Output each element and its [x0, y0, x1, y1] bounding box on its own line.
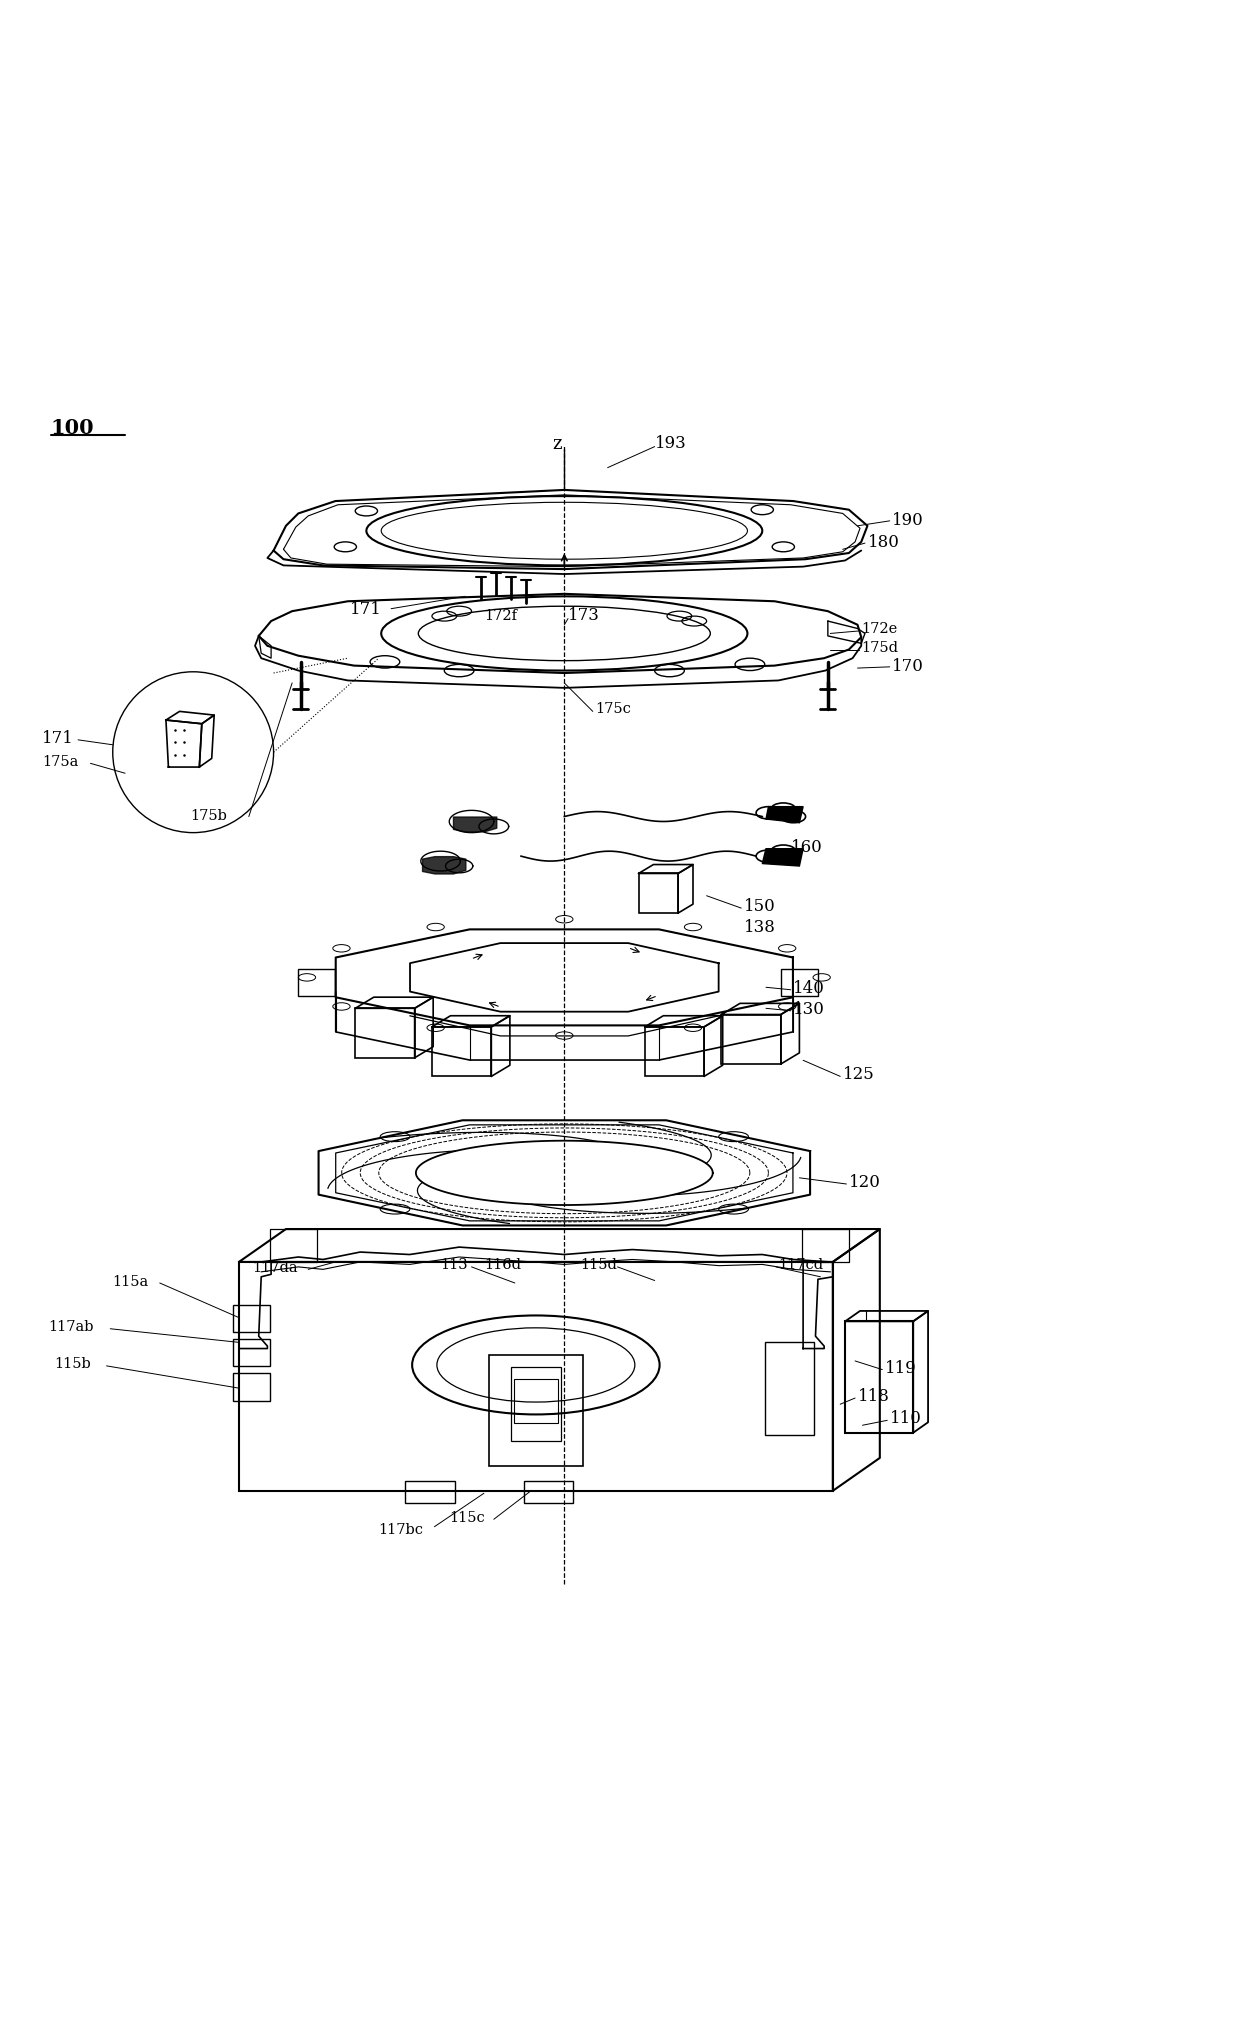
- Bar: [846, 1322, 913, 1433]
- Bar: [513, 1380, 558, 1423]
- Text: 117cd: 117cd: [779, 1259, 823, 1271]
- Bar: [511, 1368, 560, 1441]
- Text: 115b: 115b: [55, 1356, 92, 1370]
- Text: 140: 140: [794, 978, 825, 997]
- Bar: [405, 1482, 455, 1504]
- Text: 175d: 175d: [862, 641, 898, 656]
- Bar: [722, 1015, 781, 1064]
- Text: 100: 100: [51, 418, 94, 438]
- Bar: [645, 1027, 704, 1076]
- Bar: [639, 875, 678, 914]
- Text: 180: 180: [868, 534, 899, 550]
- Text: 170: 170: [893, 658, 924, 674]
- Text: 171: 171: [350, 601, 382, 617]
- Text: 175a: 175a: [42, 755, 78, 769]
- Text: 130: 130: [794, 1001, 825, 1017]
- Bar: [781, 968, 818, 997]
- Bar: [765, 1342, 815, 1435]
- Text: 193: 193: [655, 434, 687, 453]
- Text: 115a: 115a: [113, 1275, 149, 1287]
- Bar: [299, 968, 336, 997]
- Bar: [489, 1356, 583, 1466]
- Text: 190: 190: [893, 512, 924, 530]
- Text: 172f: 172f: [484, 609, 517, 623]
- Text: 118: 118: [858, 1386, 889, 1405]
- Text: 117ab: 117ab: [48, 1320, 94, 1334]
- Text: 120: 120: [849, 1173, 880, 1190]
- Bar: [355, 1009, 414, 1058]
- Text: 113: 113: [440, 1259, 469, 1271]
- Polygon shape: [763, 849, 804, 867]
- Text: 116d: 116d: [484, 1259, 521, 1271]
- Text: 175b: 175b: [191, 808, 228, 822]
- Text: 172e: 172e: [862, 621, 898, 635]
- Bar: [525, 1482, 573, 1504]
- Text: 115d: 115d: [580, 1259, 618, 1271]
- Bar: [432, 1027, 491, 1076]
- Text: 150: 150: [744, 897, 775, 916]
- Text: 173: 173: [568, 607, 600, 623]
- Text: 117bc: 117bc: [378, 1522, 424, 1537]
- Text: 138: 138: [744, 920, 775, 936]
- Bar: [233, 1340, 270, 1366]
- Text: 171: 171: [42, 729, 74, 747]
- Text: 160: 160: [791, 838, 822, 855]
- Polygon shape: [766, 808, 804, 824]
- Text: 115c: 115c: [449, 1510, 485, 1525]
- Bar: [233, 1305, 270, 1334]
- Bar: [239, 1263, 833, 1492]
- Text: z: z: [552, 434, 562, 453]
- Text: 125: 125: [843, 1066, 874, 1082]
- Text: 119: 119: [885, 1358, 916, 1376]
- Text: 117da: 117da: [253, 1261, 298, 1275]
- Bar: [233, 1374, 270, 1401]
- Text: 175c: 175c: [595, 700, 631, 715]
- Text: 110: 110: [890, 1409, 921, 1427]
